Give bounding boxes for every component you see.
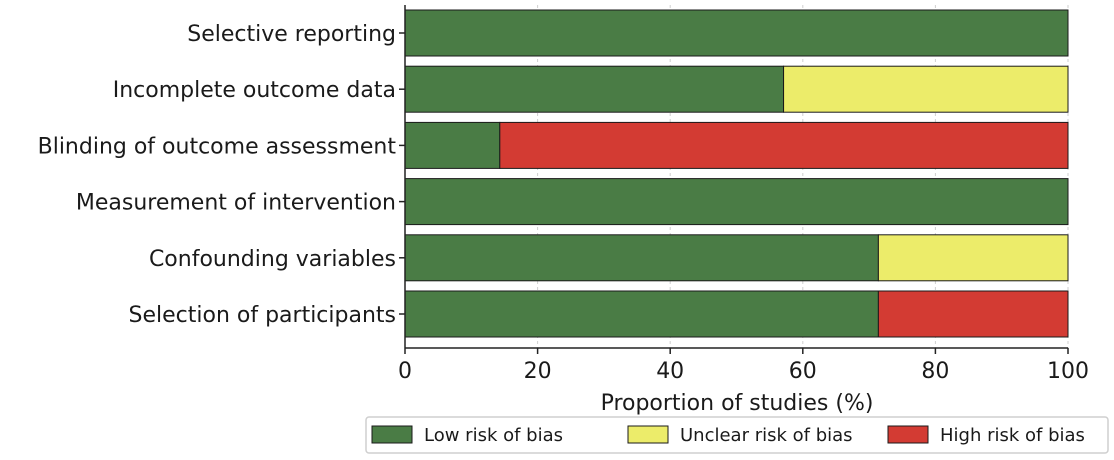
x-tick-label: 100 (1047, 359, 1089, 384)
category-labels: Selective reporting Incomplete outcome da… (38, 22, 405, 328)
axes (404, 5, 1068, 349)
x-tick-label: 20 (524, 359, 552, 384)
x-ticks: 0 20 40 60 80 100 (398, 348, 1089, 384)
legend: Low risk of bias Unclear risk of bias High… (365, 416, 1109, 454)
bar-segment (499, 121, 1069, 169)
bar-segment (404, 65, 785, 113)
legend-label: Unclear risk of bias (680, 425, 853, 446)
x-tick-label: 40 (656, 359, 684, 384)
bar-segment (404, 9, 1069, 57)
bar-segment (877, 290, 1069, 338)
category-label: Selection of participants (129, 303, 397, 328)
bar-segment (404, 178, 1069, 226)
legend-swatch (887, 425, 929, 444)
x-tick-label: 80 (921, 359, 949, 384)
category-label: Blinding of outcome assessment (38, 134, 397, 159)
legend-label: High risk of bias (940, 425, 1085, 446)
x-tick-label: 0 (398, 359, 412, 384)
category-label: Selective reporting (187, 22, 396, 47)
x-axis-title: Proportion of studies (%) (601, 391, 874, 416)
category-label: Confounding variables (149, 247, 396, 272)
legend-swatch (627, 425, 669, 444)
bars (404, 9, 1069, 338)
bar-segment (404, 290, 879, 338)
legend-swatch (371, 425, 413, 444)
bar-segment (877, 234, 1069, 282)
bar-segment (783, 65, 1069, 113)
legend-label: Low risk of bias (424, 425, 563, 446)
x-tick-label: 60 (789, 359, 817, 384)
bar-segment (404, 121, 501, 169)
category-label: Incomplete outcome data (113, 78, 396, 103)
bar-segment (404, 234, 879, 282)
category-label: Measurement of intervention (76, 191, 396, 216)
